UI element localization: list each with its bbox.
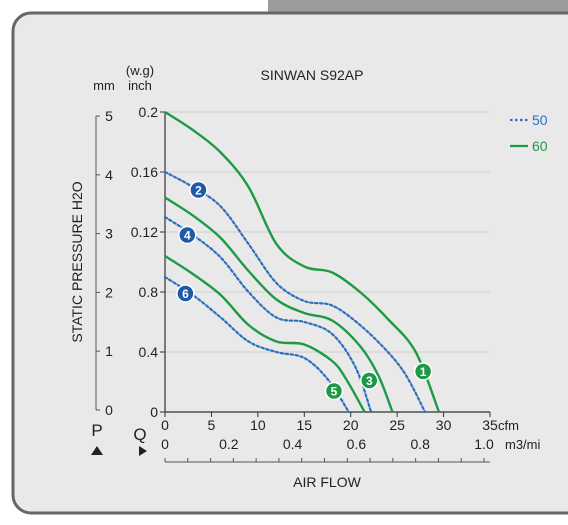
- y-inch-tick-label: 0.16: [131, 164, 158, 180]
- marker-4-icon: [178, 225, 197, 245]
- p-label: P: [91, 421, 102, 440]
- y-inch-tick-labels: 0 0.4 0.8 0.12 0.16 0.2: [131, 104, 165, 420]
- y-mm-tick-label: 1: [105, 343, 113, 359]
- x-secondary-tick-label: 0.6: [347, 436, 367, 452]
- x-secondary-unit: m3/mi: [505, 437, 541, 452]
- series-line-1: [164, 110, 441, 413]
- p-arrow-icon: [91, 446, 103, 455]
- x-tick-label: 35: [482, 417, 498, 433]
- x-tick-label: 15: [296, 417, 312, 433]
- marker-3-label: 3: [366, 374, 373, 388]
- marker-1-icon: [413, 362, 433, 381]
- marker-3-icon: [360, 371, 379, 390]
- y-mm-tick-labels: 0 1 2 3 4 5: [96, 108, 113, 418]
- y-inch-tick-label: 0.8: [139, 284, 159, 300]
- x-axis-title: AIR FLOW: [293, 474, 361, 490]
- marker-1-label: 1: [420, 365, 427, 379]
- x-secondary-tick-label: 0.4: [283, 436, 303, 452]
- series-line-2: [163, 170, 427, 414]
- x-tick-label: 0: [161, 417, 169, 433]
- series-line-6: [163, 275, 350, 414]
- marker-5-icon: [324, 381, 344, 401]
- x-secondary-tick-label: 0.8: [410, 436, 430, 452]
- y-mm-tick-label: 3: [105, 226, 113, 242]
- x-tick-label: 20: [343, 417, 359, 433]
- x-secondary-tick-label: 0: [161, 436, 169, 452]
- y-unit-inch: inch: [128, 78, 152, 93]
- marker-4-label: 4: [184, 229, 191, 243]
- y-unit-mm: mm: [93, 78, 115, 93]
- header-strip: [268, 0, 568, 14]
- x-tick-label: 30: [436, 417, 452, 433]
- x-tick-labels: 0 5 10 15 20 25 30 35: [161, 412, 498, 433]
- marker-6-icon: [176, 284, 195, 303]
- legend-label-60: 60: [532, 138, 548, 154]
- marker-5-label: 5: [331, 385, 338, 399]
- series-line-3: [164, 196, 394, 413]
- x-tick-label: 25: [389, 417, 405, 433]
- y-inch-tick-label: 0: [150, 404, 158, 420]
- legend-label-50: 50: [532, 112, 548, 128]
- y-inch-tick-label: 0.4: [139, 344, 159, 360]
- chart-title: SINWAN S92AP: [261, 67, 364, 83]
- series-line-5: [164, 254, 366, 413]
- marker-group: 1 2 3 4 5 6: [176, 180, 433, 401]
- y-inch-tick-label: 0.2: [139, 104, 159, 120]
- airflow-axis-ticks: [164, 458, 485, 462]
- q-label: Q: [133, 425, 146, 444]
- y-mm-tick-label: 5: [105, 108, 113, 124]
- q-arrow-icon: [139, 446, 147, 456]
- grid: [165, 111, 490, 353]
- x-secondary-tick-label: 1.0: [474, 436, 494, 452]
- y-axis-title: STATIC PRESSURE H2O: [69, 181, 85, 342]
- x-secondary-tick-label: 0.2: [219, 436, 239, 452]
- x-secondary-tick-labels: 0 0.2 0.4 0.6 0.8 1.0: [161, 436, 494, 452]
- y-mm-tick-label: 2: [105, 284, 113, 300]
- y-mm-tick-label: 0: [105, 402, 113, 418]
- marker-6-label: 6: [182, 287, 189, 301]
- marker-2-icon: [189, 180, 208, 200]
- series-line-4: [163, 215, 373, 414]
- series-group: [163, 110, 441, 414]
- legend: 50 60: [510, 112, 548, 154]
- y-mm-tick-label: 4: [105, 167, 113, 183]
- x-tick-label: 10: [250, 417, 266, 433]
- y-unit-wg: (w.g): [126, 63, 154, 78]
- x-unit-cfm: cfm: [498, 418, 519, 433]
- marker-2-label: 2: [195, 184, 202, 198]
- x-tick-label: 5: [208, 417, 216, 433]
- y-inch-tick-label: 0.12: [131, 224, 158, 240]
